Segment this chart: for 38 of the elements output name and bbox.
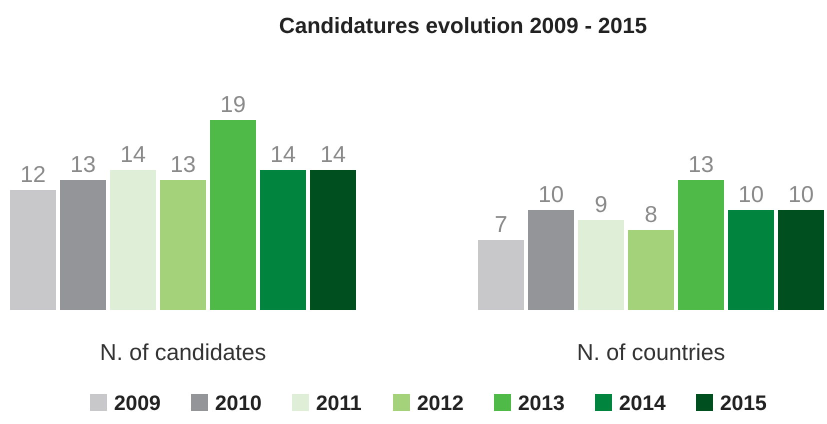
legend-label: 2010 [215, 392, 262, 415]
data-label: 10 [538, 181, 564, 207]
bar [310, 170, 356, 310]
data-label: 14 [270, 141, 296, 167]
data-label: 10 [788, 181, 814, 207]
data-label: 8 [644, 201, 658, 227]
bar [60, 180, 106, 310]
legend-label: 2014 [619, 392, 666, 415]
legend-label: 2013 [518, 392, 565, 415]
x-tick-label: N. of countries [576, 339, 726, 365]
bar [778, 210, 824, 310]
bar [678, 180, 724, 310]
x-tick-label: N. of candidates [100, 339, 266, 365]
data-label: 14 [120, 141, 146, 167]
bar [728, 210, 774, 310]
chart-title: Candidatures evolution 2009 - 2015 [278, 13, 648, 38]
data-label: 10 [738, 181, 764, 207]
legend-label: 2012 [417, 392, 464, 415]
bar [578, 220, 624, 310]
bar [210, 120, 256, 310]
bar [628, 230, 674, 310]
data-label: 14 [320, 141, 346, 167]
bar [528, 210, 574, 310]
bar [478, 240, 524, 310]
data-label: 13 [70, 151, 96, 177]
data-label: 13 [688, 151, 714, 177]
legend-label: 2009 [114, 392, 161, 415]
data-label: 7 [494, 211, 508, 237]
legend-label: 2015 [720, 392, 768, 415]
bar [110, 170, 156, 310]
bar [10, 190, 56, 310]
data-label: 9 [594, 191, 608, 217]
data-label: 12 [20, 161, 46, 187]
data-label: 19 [220, 91, 246, 117]
bar [260, 170, 306, 310]
data-label: 13 [170, 151, 196, 177]
bar [160, 180, 206, 310]
legend-label: 2011 [316, 392, 362, 415]
